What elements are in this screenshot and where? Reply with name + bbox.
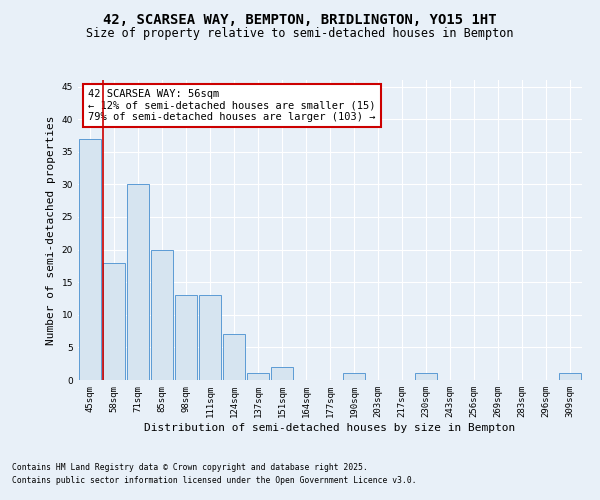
- Text: 42 SCARSEA WAY: 56sqm
← 12% of semi-detached houses are smaller (15)
79% of semi: 42 SCARSEA WAY: 56sqm ← 12% of semi-deta…: [88, 89, 376, 122]
- X-axis label: Distribution of semi-detached houses by size in Bempton: Distribution of semi-detached houses by …: [145, 422, 515, 432]
- Bar: [343, 374, 365, 380]
- Y-axis label: Number of semi-detached properties: Number of semi-detached properties: [46, 116, 56, 345]
- Text: Contains HM Land Registry data © Crown copyright and database right 2025.: Contains HM Land Registry data © Crown c…: [12, 464, 368, 472]
- Text: 42, SCARSEA WAY, BEMPTON, BRIDLINGTON, YO15 1HT: 42, SCARSEA WAY, BEMPTON, BRIDLINGTON, Y…: [103, 12, 497, 26]
- Bar: [247, 374, 269, 380]
- Bar: [199, 295, 221, 380]
- Bar: [151, 250, 173, 380]
- Bar: [223, 334, 245, 380]
- Bar: [415, 374, 437, 380]
- Bar: [271, 367, 293, 380]
- Text: Contains public sector information licensed under the Open Government Licence v3: Contains public sector information licen…: [12, 476, 416, 485]
- Bar: [127, 184, 149, 380]
- Bar: [559, 374, 581, 380]
- Text: Size of property relative to semi-detached houses in Bempton: Size of property relative to semi-detach…: [86, 28, 514, 40]
- Bar: [103, 262, 125, 380]
- Bar: [175, 295, 197, 380]
- Bar: [79, 138, 101, 380]
